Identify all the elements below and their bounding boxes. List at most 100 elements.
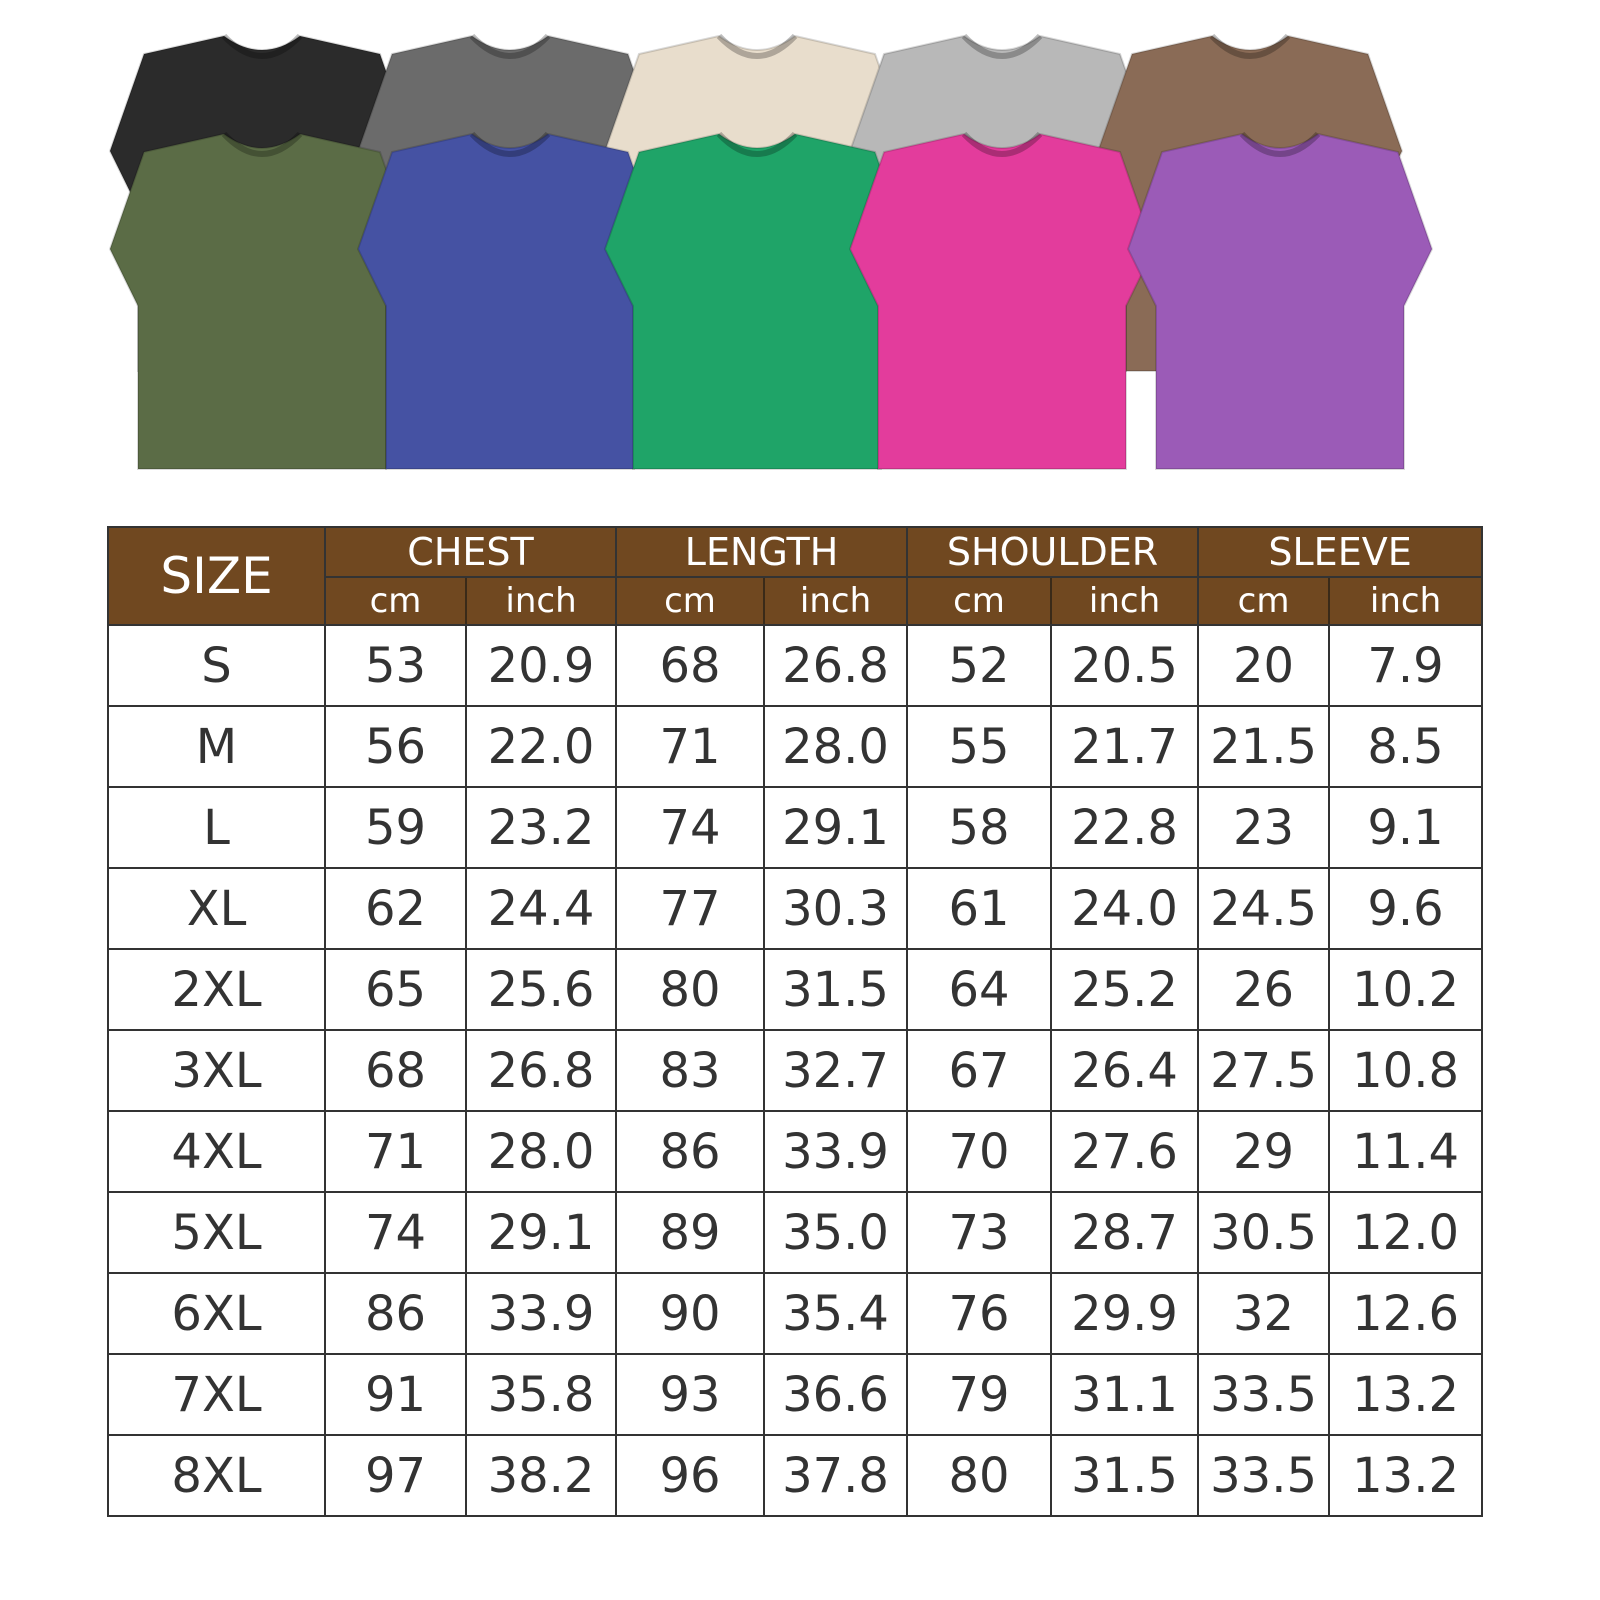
- unit-header: inch: [466, 576, 618, 626]
- value-cell: 68: [324, 1029, 467, 1112]
- value-cell: 67: [906, 1029, 1053, 1112]
- value-cell: 26.8: [763, 624, 909, 707]
- value-cell: 62: [324, 867, 467, 950]
- value-cell: 55: [906, 705, 1053, 788]
- size-chart-table: SIZE CHEST LENGTH SHOULDER SLEEVE cm inch cm i…: [107, 526, 1484, 1517]
- value-cell: 25.6: [464, 948, 618, 1031]
- size-cell: M: [107, 705, 326, 788]
- value-cell: 74: [324, 1191, 467, 1274]
- value-cell: 12.0: [1328, 1191, 1484, 1274]
- value-cell: 27.6: [1050, 1110, 1200, 1193]
- value-cell: 32.7: [763, 1029, 909, 1112]
- value-cell: 11.4: [1328, 1110, 1484, 1193]
- value-cell: 23.2: [464, 786, 618, 869]
- value-cell: 29.1: [464, 1191, 618, 1274]
- tshirt-olive: [108, 131, 416, 470]
- size-header: SIZE: [107, 526, 326, 626]
- size-cell: S: [107, 624, 326, 707]
- table-row: 5XL 74 29.1 89 35.0 73 28.7 30.5 12.0: [107, 1191, 1484, 1274]
- value-cell: 12.6: [1328, 1272, 1484, 1355]
- size-cell: 8XL: [107, 1434, 326, 1517]
- value-cell: 30.5: [1197, 1191, 1331, 1274]
- value-cell: 64: [906, 948, 1053, 1031]
- value-cell: 9.6: [1328, 867, 1484, 950]
- header-length: LENGTH: [615, 526, 909, 578]
- value-cell: 80: [906, 1434, 1053, 1517]
- value-cell: 71: [324, 1110, 467, 1193]
- unit-header: cm: [906, 576, 1053, 626]
- value-cell: 33.5: [1197, 1434, 1331, 1517]
- size-cell: 7XL: [107, 1353, 326, 1436]
- table-row: 8XL 97 38.2 96 37.8 80 31.5 33.5 13.2: [107, 1434, 1484, 1517]
- value-cell: 36.6: [763, 1353, 909, 1436]
- table-row: S 53 20.9 68 26.8 52 20.5 20 7.9: [107, 624, 1484, 707]
- value-cell: 76: [906, 1272, 1053, 1355]
- header-sleeve: SLEEVE: [1197, 526, 1484, 578]
- value-cell: 33.9: [464, 1272, 618, 1355]
- value-cell: 20.5: [1050, 624, 1200, 707]
- unit-header: cm: [324, 576, 467, 626]
- value-cell: 79: [906, 1353, 1053, 1436]
- value-cell: 28.7: [1050, 1191, 1200, 1274]
- value-cell: 80: [615, 948, 766, 1031]
- value-cell: 27.5: [1197, 1029, 1331, 1112]
- value-cell: 89: [615, 1191, 766, 1274]
- value-cell: 13.2: [1328, 1434, 1484, 1517]
- table-row: 3XL 68 26.8 83 32.7 67 26.4 27.5 10.8: [107, 1029, 1484, 1112]
- value-cell: 96: [615, 1434, 766, 1517]
- value-cell: 22.0: [464, 705, 618, 788]
- value-cell: 74: [615, 786, 766, 869]
- value-cell: 91: [324, 1353, 467, 1436]
- value-cell: 8.5: [1328, 705, 1484, 788]
- value-cell: 35.4: [763, 1272, 909, 1355]
- unit-header: inch: [1051, 576, 1200, 626]
- value-cell: 22.8: [1050, 786, 1200, 869]
- value-cell: 33.9: [763, 1110, 909, 1193]
- value-cell: 24.0: [1050, 867, 1200, 950]
- value-cell: 20.9: [464, 624, 618, 707]
- value-cell: 35.0: [763, 1191, 909, 1274]
- value-cell: 28.0: [464, 1110, 618, 1193]
- value-cell: 28.0: [763, 705, 909, 788]
- tshirt-color-swatches: [108, 33, 1434, 470]
- value-cell: 68: [615, 624, 766, 707]
- size-cell: 5XL: [107, 1191, 326, 1274]
- table-row: 2XL 65 25.6 80 31.5 64 25.2 26 10.2: [107, 948, 1484, 1031]
- value-cell: 59: [324, 786, 467, 869]
- value-cell: 32: [1197, 1272, 1331, 1355]
- value-cell: 71: [615, 705, 766, 788]
- value-cell: 83: [615, 1029, 766, 1112]
- header-shoulder: SHOULDER: [906, 526, 1200, 578]
- value-cell: 29: [1197, 1110, 1331, 1193]
- value-cell: 20: [1197, 624, 1331, 707]
- value-cell: 26: [1197, 948, 1331, 1031]
- value-cell: 35.8: [464, 1353, 618, 1436]
- tshirt-purple: [1126, 131, 1434, 470]
- value-cell: 86: [615, 1110, 766, 1193]
- size-cell: 4XL: [107, 1110, 326, 1193]
- unit-header: inch: [1329, 576, 1484, 626]
- value-cell: 31.5: [763, 948, 909, 1031]
- value-cell: 31.1: [1050, 1353, 1200, 1436]
- value-cell: 90: [615, 1272, 766, 1355]
- value-cell: 29.1: [763, 786, 909, 869]
- value-cell: 31.5: [1050, 1434, 1200, 1517]
- value-cell: 10.2: [1328, 948, 1484, 1031]
- value-cell: 52: [906, 624, 1053, 707]
- value-cell: 37.8: [763, 1434, 909, 1517]
- size-cell: 6XL: [107, 1272, 326, 1355]
- table-row: 7XL 91 35.8 93 36.6 79 31.1 33.5 13.2: [107, 1353, 1484, 1436]
- size-cell: 3XL: [107, 1029, 326, 1112]
- tshirt-blue: [356, 131, 664, 470]
- value-cell: 53: [324, 624, 467, 707]
- value-cell: 26.4: [1050, 1029, 1200, 1112]
- size-cell: L: [107, 786, 326, 869]
- table-row: L 59 23.2 74 29.1 58 22.8 23 9.1: [107, 786, 1484, 869]
- value-cell: 65: [324, 948, 467, 1031]
- value-cell: 9.1: [1328, 786, 1484, 869]
- value-cell: 86: [324, 1272, 467, 1355]
- value-cell: 21.7: [1050, 705, 1200, 788]
- tshirt-pink: [848, 131, 1156, 470]
- value-cell: 13.2: [1328, 1353, 1484, 1436]
- value-cell: 38.2: [464, 1434, 618, 1517]
